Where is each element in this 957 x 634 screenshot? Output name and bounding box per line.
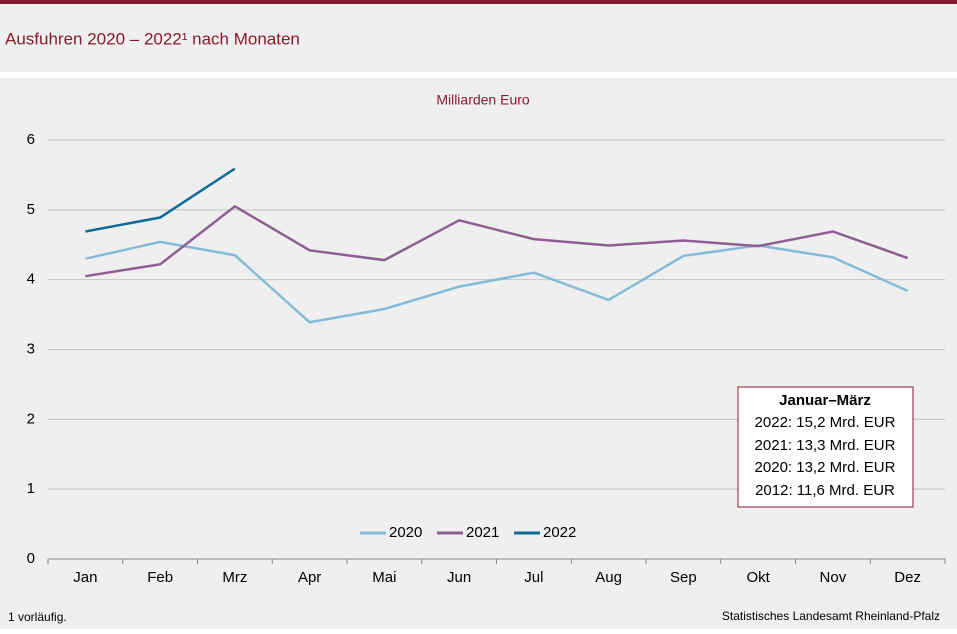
- footnote: 1 vorläufig.: [8, 610, 67, 624]
- info-box: [737, 386, 914, 508]
- x-tick-label: Mrz: [222, 569, 247, 586]
- y-tick-label: 5: [27, 201, 35, 218]
- info-line: 2020: 13,2 Mrd. EUR: [755, 459, 896, 476]
- series-line: [85, 240, 909, 324]
- x-tick-label: Jul: [524, 569, 543, 586]
- source: Statistisches Landesamt Rheinland-Pfalz: [722, 609, 940, 623]
- legend-label: 2020: [389, 524, 422, 541]
- x-tick-label: Jan: [73, 569, 97, 586]
- plot-background: [0, 78, 957, 629]
- y-tick-label: 2: [27, 410, 35, 427]
- legend-label: 2021: [466, 524, 499, 541]
- x-tick-label: Jun: [447, 569, 471, 586]
- x-tick-label: Dez: [894, 569, 921, 586]
- x-tick-label: Aug: [595, 569, 622, 586]
- x-tick-label: Okt: [746, 569, 770, 586]
- y-tick-label: 4: [27, 271, 35, 288]
- legend-label: 2022: [543, 524, 576, 541]
- y-tick-label: 3: [27, 340, 35, 357]
- y-tick-label: 1: [27, 480, 35, 497]
- info-line: 2021: 13,3 Mrd. EUR: [755, 437, 896, 454]
- header: [0, 4, 957, 72]
- top-bar: [0, 0, 957, 4]
- y-tick-label: 0: [27, 550, 35, 567]
- x-tick-label: Sep: [670, 569, 697, 586]
- x-tick-label: Apr: [298, 569, 321, 586]
- x-tick-label: Feb: [147, 569, 173, 586]
- y-tick-label: 6: [27, 131, 35, 148]
- info-title: Januar–März: [779, 392, 871, 409]
- info-line: 2012: 11,6 Mrd. EUR: [755, 482, 895, 499]
- plot: 0 1 2 3 4 5 6 Jan Feb Mrz Apr Mai Jun Jul Aug Sep Okt Nov…: [27, 131, 946, 586]
- series-line: [85, 204, 909, 278]
- info-line: 2022: 15,2 Mrd. EUR: [755, 414, 896, 431]
- chart-title: Ausfuhren 2020 – 2022¹ nach Monaten: [5, 29, 300, 48]
- x-tick-label: Nov: [820, 569, 847, 586]
- x-tick-label: Mai: [372, 569, 396, 586]
- subtitle: Milliarden Euro: [436, 92, 530, 108]
- series-line: [85, 167, 236, 233]
